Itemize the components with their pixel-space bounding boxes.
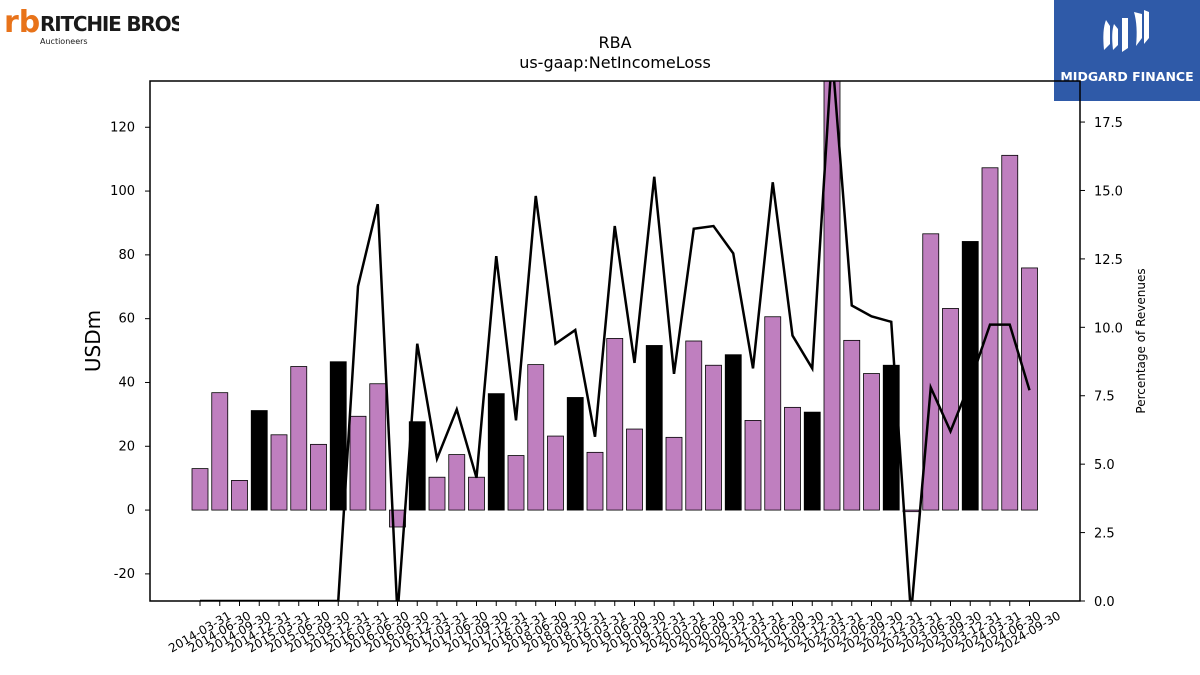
plot-frame [149, 80, 1081, 602]
bar-2016-06-30 [369, 383, 387, 511]
bar-2014-12-31 [250, 410, 268, 511]
ritchie-bros-logo-sub: Auctioneers [40, 37, 88, 46]
bar-2021-09-30 [784, 406, 801, 511]
midgard-finance-emblem-icon [1103, 10, 1149, 52]
midgard-finance-logo: MIDGARD FINANCE [1054, 0, 1200, 101]
y2-tick-label-5.0: 5.0 [1094, 458, 1115, 473]
chart-title: RBA [598, 33, 631, 52]
y-tick-label-100: 100 [110, 184, 135, 199]
bar-2023-12-31 [961, 241, 979, 511]
bar-2022-06-30 [843, 339, 861, 511]
y2-tick-label-12.5: 12.5 [1094, 253, 1123, 268]
y2-tick-label-10.0: 10.0 [1094, 321, 1123, 336]
y-axis-label: USDm [81, 310, 105, 372]
bar-2014-09-30 [231, 480, 248, 511]
bar-2015-09-30 [310, 443, 327, 511]
bar-2018-03-31 [507, 455, 525, 511]
bar-2019-12-31 [645, 345, 663, 511]
bar-2017-06-30 [448, 454, 466, 511]
y2-tick-label-17.5: 17.5 [1094, 116, 1123, 131]
bar-2014-03-31 [191, 468, 209, 511]
y-tick-label-60: 60 [118, 312, 135, 327]
bar-2023-06-30 [922, 233, 940, 511]
bar-2020-12-31 [724, 354, 742, 511]
bar-2021-03-31 [744, 420, 762, 511]
y-tick-label-80: 80 [118, 248, 135, 263]
bar-2015-06-30 [290, 366, 308, 511]
ritchie-bros-logo-name: RITCHIE BROS. [40, 12, 179, 36]
ritchie-bros-logo-mark: rb [4, 5, 40, 40]
bar-2018-09-30 [547, 435, 564, 511]
y-tick-label-40: 40 [118, 375, 135, 390]
y2-axis-label: Percentage of Revenues [1134, 268, 1148, 413]
bar-2020-09-30 [705, 364, 722, 511]
bar-2022-09-30 [863, 373, 880, 511]
bar-2017-12-31 [487, 393, 505, 511]
chart-subtitle: us-gaap:NetIncomeLoss [519, 53, 711, 72]
midgard-finance-logo-text: MIDGARD FINANCE [1060, 69, 1193, 84]
bar-2020-03-31 [665, 436, 683, 511]
y2-tick-label-2.5: 2.5 [1094, 527, 1115, 542]
bar-2022-03-31 [823, 81, 841, 511]
bar-2023-03-31 [902, 509, 920, 513]
bar-2023-09-30 [942, 308, 959, 511]
y-tick-label-0: 0 [127, 503, 135, 518]
y-tick-label-20: 20 [118, 439, 135, 454]
bar-2018-12-31 [566, 397, 584, 511]
bar-2024-06-30 [1001, 154, 1019, 511]
bar-2018-06-30 [527, 364, 545, 511]
bar-2019-09-30 [626, 428, 643, 511]
bar-2021-12-31 [803, 411, 821, 511]
y2-tick-label-0.0: 0.0 [1094, 595, 1115, 610]
bar-2019-03-31 [586, 451, 604, 511]
bar-2021-06-30 [764, 316, 782, 511]
bar-2015-12-31 [329, 361, 347, 511]
revenue-percentage-line [200, 81, 1031, 601]
bar-2016-03-31 [349, 415, 367, 511]
bar-2024-03-31 [981, 167, 999, 511]
y2-tick-label-7.5: 7.5 [1094, 390, 1115, 405]
bar-2019-06-30 [606, 338, 624, 511]
y-tick-label--20: -20 [114, 567, 135, 582]
y2-tick-label-15.0: 15.0 [1094, 184, 1123, 199]
bar-2020-06-30 [685, 340, 703, 511]
ritchie-bros-logo: rb RITCHIE BROS. Auctioneers [4, 4, 191, 48]
bar-2015-03-31 [270, 434, 288, 511]
y-tick-label-120: 120 [110, 120, 135, 135]
bar-2017-09-30 [468, 476, 485, 511]
bar-2014-06-30 [211, 392, 229, 511]
bar-2017-03-31 [428, 476, 446, 511]
